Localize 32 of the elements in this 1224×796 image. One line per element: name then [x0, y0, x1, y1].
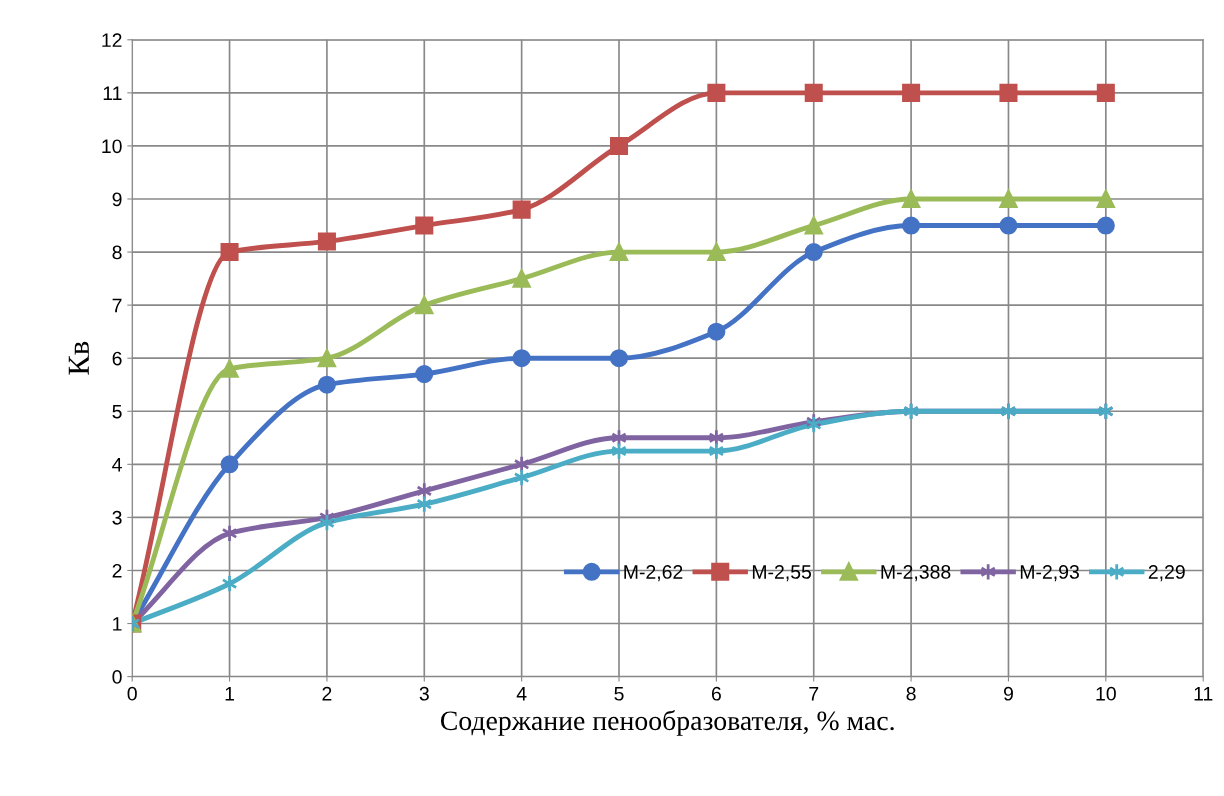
- x-tick-label: 9: [1003, 686, 1013, 701]
- x-tick-label: 4: [516, 687, 527, 701]
- y-tick-label: 4: [112, 458, 122, 472]
- y-tick-label: 9: [112, 192, 122, 207]
- legend-label: М-2,55: [752, 565, 812, 582]
- y-tick-label: 2: [112, 563, 122, 578]
- y-tick-label: 3: [112, 510, 122, 525]
- x-tick-label: 6: [711, 686, 721, 701]
- legend-label: М-2,388: [881, 565, 951, 582]
- y-tick-label: 1: [113, 617, 122, 631]
- y-axis-title: Кв: [68, 341, 89, 375]
- legend-label: 2,29: [1148, 565, 1185, 582]
- legend-label: М-2,93: [1020, 565, 1079, 582]
- x-tick-label: 8: [906, 686, 916, 701]
- y-tick-label: 6: [112, 351, 122, 366]
- x-tick-label: 10: [1096, 686, 1116, 701]
- x-tick-label: 3: [419, 686, 429, 701]
- y-tick-label: 7: [112, 298, 122, 313]
- x-tick-label: 2: [322, 686, 332, 701]
- y-tick-label: 0: [112, 670, 122, 684]
- y-tick-label: 10: [102, 139, 122, 154]
- y-tick-label: 12: [102, 33, 122, 47]
- x-tick-label: 1: [225, 687, 235, 701]
- x-tick-label: 5: [614, 687, 624, 701]
- y-tick-label: 11: [103, 86, 122, 100]
- x-tick-label: 7: [809, 687, 819, 701]
- x-axis-title: Содержание пенообразователя, % мас.: [440, 710, 894, 736]
- x-tick-label: 11: [1194, 687, 1213, 701]
- y-tick-label: 8: [112, 245, 122, 260]
- y-tick-label: 5: [112, 404, 122, 419]
- legend-label: М-2,62: [624, 565, 683, 582]
- x-tick-label: 0: [127, 686, 137, 701]
